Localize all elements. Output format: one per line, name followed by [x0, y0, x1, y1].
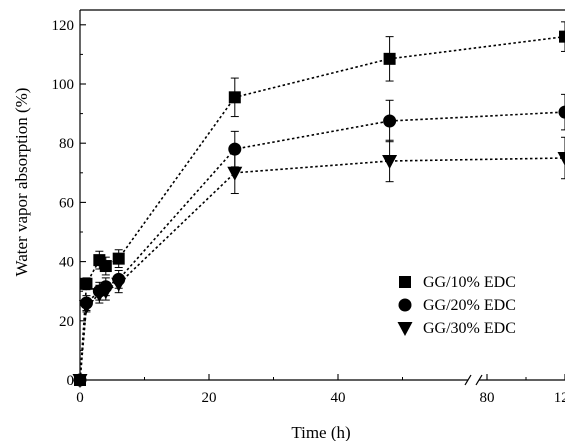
series-2: [73, 93, 565, 387]
x-tick-label: 0: [76, 390, 84, 406]
y-tick-label: 80: [59, 136, 74, 152]
data-point: [111, 277, 127, 292]
data-point: [383, 52, 396, 65]
legend-marker: [399, 276, 411, 288]
x-tick-label: 120: [554, 390, 565, 406]
data-point: [112, 252, 125, 265]
series-line: [79, 111, 565, 381]
plot-area: 0 20 40 60 80 100 120 0 20 40 80 120: [52, 9, 565, 406]
axis-break-mark: [464, 374, 472, 386]
data-point: [80, 277, 93, 290]
axis-break-mark: [475, 374, 483, 386]
data-point: [559, 30, 565, 43]
data-point: [99, 260, 112, 273]
data-point: [228, 91, 241, 104]
series-line: [79, 157, 565, 381]
legend-label: GG/30% EDC: [423, 320, 516, 337]
legend-label: GG/20% EDC: [423, 297, 516, 314]
legend-marker: [397, 322, 413, 336]
legend-marker: [398, 298, 412, 312]
x-tick-label: 20: [202, 390, 217, 406]
y-axis-label: Water vapor absorption (%): [12, 88, 31, 277]
y-tick-label: 20: [59, 314, 74, 330]
data-point: [72, 374, 88, 388]
x-axis-label: Time (h): [291, 423, 350, 441]
x-tick-label: 80: [480, 390, 495, 406]
y-tick-label: 100: [52, 77, 75, 93]
data-point: [227, 166, 243, 181]
data-point: [98, 285, 114, 300]
legend: GG/10% EDC GG/20% EDC GG/30% EDC: [397, 274, 516, 337]
data-point: [557, 152, 565, 166]
y-tick-label: 0: [67, 373, 75, 389]
y-tick-label: 40: [59, 255, 74, 271]
legend-label: GG/10% EDC: [423, 274, 516, 291]
y-tick-label: 60: [59, 195, 74, 211]
x-tick-label: 40: [331, 390, 346, 406]
series-3: [72, 136, 565, 388]
y-tick-label: 120: [52, 18, 75, 34]
data-point: [558, 105, 565, 119]
data-point: [383, 114, 397, 128]
data-point: [382, 154, 398, 169]
data-point: [78, 300, 94, 314]
